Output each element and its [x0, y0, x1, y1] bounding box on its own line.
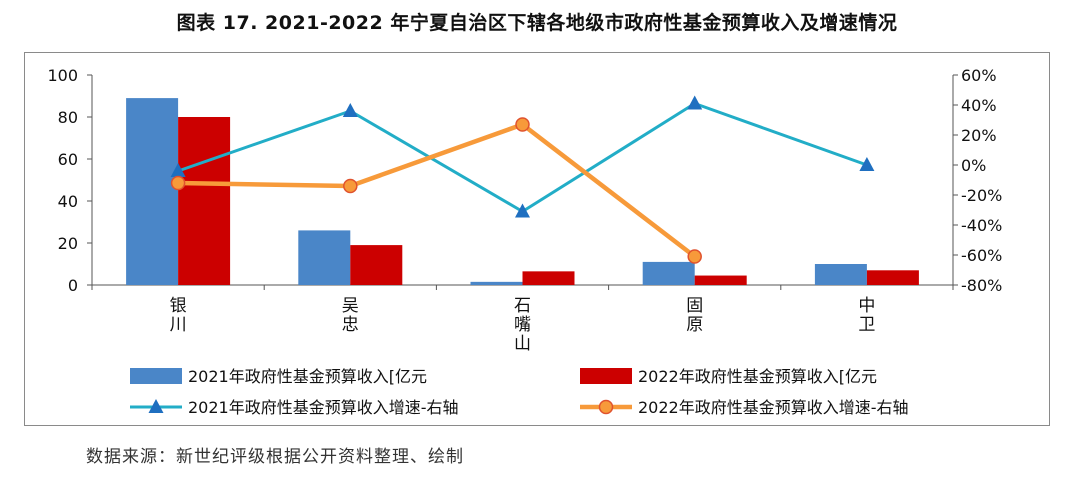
category-label: 中	[858, 296, 875, 316]
bar-2021	[470, 281, 523, 285]
right-tick-label: 0%	[961, 156, 986, 175]
left-tick-label: 40	[58, 192, 78, 211]
category-label: 吴	[342, 296, 359, 316]
category-label: 嘴	[514, 315, 531, 335]
marker-2022-circle	[170, 175, 186, 191]
legend-label: 2021年政府性基金预算收入增速-右轴	[188, 398, 459, 417]
bar-2022	[350, 245, 403, 285]
chart-canvas: 0 20 40 60 80 100 -80% -60% -40% -20% 0% 20% 40% 60% 银…	[47, 66, 1002, 417]
marker-2021-triangle	[859, 157, 875, 171]
legend-swatch	[130, 368, 182, 384]
legend-swatch	[580, 368, 632, 384]
left-tick-label: 80	[58, 108, 78, 127]
category-label: 银	[170, 296, 187, 316]
legend-marker	[598, 399, 614, 415]
marker-2021-triangle	[170, 163, 186, 177]
legend-label: 2022年政府性基金预算收入[亿元	[638, 367, 877, 386]
right-tick-label: 20%	[961, 126, 997, 145]
chart-title: 图表 17. 2021-2022 年宁夏自治区下辖各地级市政府性基金预算收入及增…	[176, 12, 898, 34]
marker-2022-circle	[515, 117, 530, 132]
bar-2022	[694, 275, 747, 285]
category-label: 固	[686, 296, 703, 316]
bar-2022	[866, 270, 919, 285]
line-growth-2022	[178, 122, 697, 259]
marker-2022-circle	[687, 249, 702, 264]
bar-2021	[126, 98, 179, 285]
right-tick-label: -80%	[961, 276, 1002, 295]
right-tick-label: -20%	[961, 186, 1002, 205]
category-label: 石	[514, 296, 531, 316]
right-tick-label: 60%	[961, 66, 997, 85]
left-tick-label: 60	[58, 150, 78, 169]
category-label: 川	[170, 315, 187, 335]
bar-2022	[522, 271, 575, 285]
right-tick-label: 40%	[961, 96, 997, 115]
bar-2021	[642, 261, 695, 285]
chart-frame: 0 20 40 60 80 100 -80% -60% -40% -20% 0% 20% 40% 60% 银…	[24, 52, 1050, 426]
left-tick-label: 100	[47, 66, 78, 85]
marker-2021-triangle	[342, 103, 358, 117]
category-label: 卫	[858, 315, 875, 335]
legend-marker	[148, 399, 164, 413]
bar-2021	[814, 264, 867, 285]
right-tick-label: -60%	[961, 246, 1002, 265]
bar-2022	[178, 117, 231, 285]
marker-2021-triangle	[687, 95, 703, 110]
bar-2021	[298, 230, 351, 285]
right-tick-label: -40%	[961, 216, 1002, 235]
legend-label: 2021年政府性基金预算收入[亿元	[188, 367, 427, 386]
source-note: 数据来源：新世纪评级根据公开资料整理、绘制	[86, 447, 464, 467]
marker-2021-triangle	[515, 203, 530, 218]
category-label: 山	[514, 334, 531, 354]
category-label: 原	[686, 315, 703, 335]
marker-2022-circle	[343, 178, 358, 194]
left-tick-label: 0	[68, 276, 78, 295]
category-label: 忠	[342, 315, 359, 335]
left-tick-label: 20	[58, 234, 78, 253]
legend-label: 2022年政府性基金预算收入增速-右轴	[638, 398, 909, 417]
